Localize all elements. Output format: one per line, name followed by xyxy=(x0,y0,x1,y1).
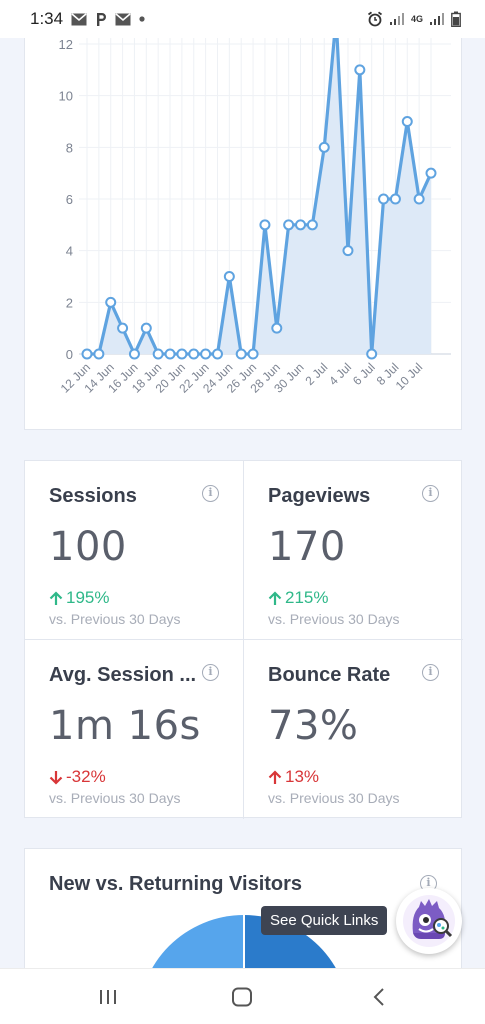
data-point xyxy=(342,245,354,257)
data-point xyxy=(318,141,330,153)
more-notifications-dot-icon xyxy=(139,16,145,22)
y-tick-label: 2 xyxy=(66,295,73,310)
signal-icon xyxy=(389,13,404,25)
parking-app-icon xyxy=(97,12,107,26)
arrow-up-icon xyxy=(268,590,282,605)
data-point xyxy=(152,348,164,360)
overview-stats-card: Sessions i 100 195% vs. Previous 30 Days… xyxy=(24,460,463,819)
monster-mascot-icon xyxy=(403,895,455,947)
data-point xyxy=(105,296,117,308)
stat-compare: vs. Previous 30 Days xyxy=(268,790,400,806)
stat-change: 195% xyxy=(49,588,219,608)
arrow-up-icon xyxy=(49,590,63,605)
y-tick-label: 8 xyxy=(66,140,73,155)
arrow-up-icon xyxy=(268,769,282,784)
data-point xyxy=(425,167,437,179)
gmail-icon xyxy=(71,12,87,25)
y-tick-label: 12 xyxy=(59,37,73,52)
sessions-area xyxy=(87,18,431,355)
stat-value: 73% xyxy=(268,703,359,749)
sessions-chart-card: 0 2 4 6 8 10 12 12 Jun 14 Jun 16 Jun 18 Jun 20 Jun 2… xyxy=(24,0,462,430)
stat-change: 13% xyxy=(268,767,439,787)
alarm-icon xyxy=(367,11,383,27)
data-point xyxy=(259,219,271,231)
data-point xyxy=(401,116,413,127)
stat-compare: vs. Previous 30 Days xyxy=(268,611,400,627)
stat-value: 170 xyxy=(268,524,346,570)
data-point xyxy=(413,193,425,205)
android-navigation-bar xyxy=(0,968,485,1024)
data-point xyxy=(366,348,378,360)
battery-icon xyxy=(451,11,461,27)
x-tick-label: 10 Jul xyxy=(393,360,426,393)
data-point xyxy=(140,322,152,334)
info-icon[interactable]: i xyxy=(422,485,439,502)
data-point xyxy=(235,348,247,360)
data-point xyxy=(164,348,176,360)
data-point xyxy=(223,271,235,282)
x-tick-label: 4 Jul xyxy=(326,360,354,388)
data-point xyxy=(354,64,366,76)
stat-change-value: 13% xyxy=(285,767,320,786)
status-time: 1:34 xyxy=(30,9,64,28)
quick-links-tooltip: See Quick Links xyxy=(261,906,388,935)
stat-value: 1m 16s xyxy=(49,703,201,749)
y-tick-label: 0 xyxy=(66,347,73,362)
stat-change-value: 215% xyxy=(285,588,329,607)
stat-value: 100 xyxy=(49,524,127,570)
visitors-card-title: New vs. Returning Visitors xyxy=(49,873,303,895)
stat-pageviews: Pageviews i 170 215% vs. Previous 30 Day… xyxy=(244,461,463,640)
stat-bounce-rate: Bounce Rate i 73% 13% vs. Previous 30 Da… xyxy=(244,640,463,819)
arrow-down-icon xyxy=(49,770,63,785)
data-point xyxy=(211,348,223,360)
info-icon[interactable]: i xyxy=(202,485,219,502)
data-point xyxy=(247,348,259,360)
info-icon[interactable]: i xyxy=(422,664,439,681)
stat-compare: vs. Previous 30 Days xyxy=(49,790,181,806)
signal-icon-2 xyxy=(430,13,444,25)
stat-title: Pageviews xyxy=(268,485,371,507)
stat-change: -32% xyxy=(49,767,219,787)
data-point xyxy=(306,219,318,231)
stat-change-value: 195% xyxy=(66,588,110,607)
stat-change-value: -32% xyxy=(66,767,106,786)
stat-compare: vs. Previous 30 Days xyxy=(49,611,181,627)
status-bar: 1:34 4G xyxy=(0,0,485,38)
data-point xyxy=(389,193,401,205)
x-tick-label: 6 Jul xyxy=(350,360,378,388)
data-point xyxy=(271,322,283,334)
stat-sessions: Sessions i 100 195% vs. Previous 30 Days xyxy=(25,461,244,640)
y-tick-label: 4 xyxy=(66,244,73,259)
data-point xyxy=(378,193,390,205)
recent-apps-icon[interactable] xyxy=(98,987,118,1007)
data-point xyxy=(117,322,129,334)
back-icon[interactable] xyxy=(372,987,386,1007)
data-point xyxy=(81,348,93,360)
network-type: 4G xyxy=(410,14,423,24)
data-point xyxy=(283,219,295,231)
gmail-icon-2 xyxy=(115,12,131,25)
stat-avg-session-duration: Avg. Session ... i 1m 16s -32% vs. Previ… xyxy=(25,640,244,819)
data-point xyxy=(176,348,188,360)
data-point xyxy=(200,348,212,360)
stat-title: Sessions xyxy=(49,485,137,507)
x-tick-label: 2 Jul xyxy=(303,360,331,388)
data-point xyxy=(188,348,200,360)
y-tick-label: 6 xyxy=(66,192,73,207)
y-tick-label: 10 xyxy=(59,89,73,104)
stat-change: 215% xyxy=(268,588,439,608)
data-point xyxy=(128,348,140,360)
data-point xyxy=(295,219,307,231)
data-point xyxy=(93,348,105,360)
home-icon[interactable] xyxy=(231,987,253,1007)
info-icon[interactable]: i xyxy=(202,664,219,681)
stat-title: Avg. Session ... xyxy=(49,664,197,686)
quick-links-button[interactable] xyxy=(396,888,462,954)
stat-title: Bounce Rate xyxy=(268,664,391,686)
